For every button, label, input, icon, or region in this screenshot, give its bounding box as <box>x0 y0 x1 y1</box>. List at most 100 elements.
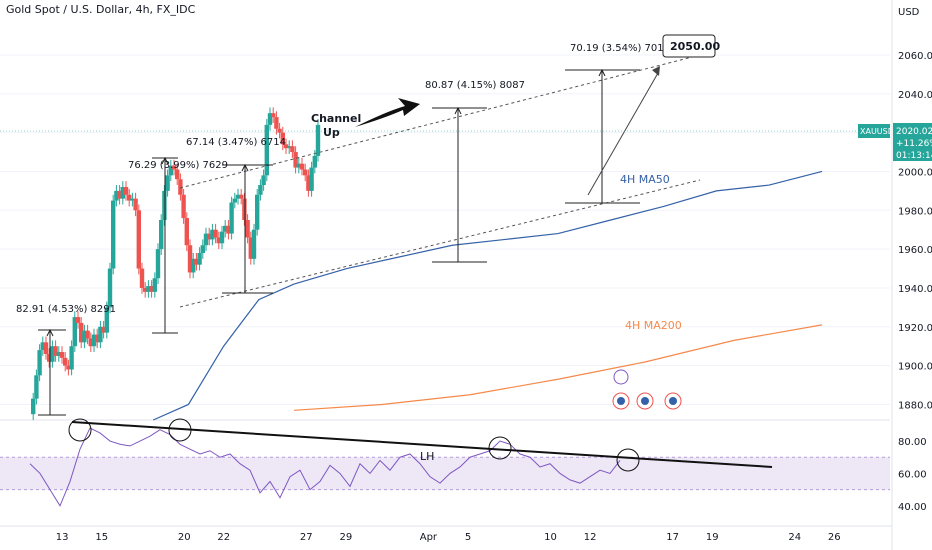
candle-body <box>255 194 260 230</box>
candle-body <box>130 198 135 201</box>
candle-body <box>139 268 145 288</box>
candle-body <box>79 322 84 343</box>
candle-body <box>251 229 257 259</box>
candle-body <box>309 167 314 191</box>
x-tick-label: 10 <box>544 532 557 543</box>
pivot-circle <box>488 436 512 460</box>
measure-arrow <box>46 328 54 337</box>
candle-body <box>43 342 49 354</box>
candle-body <box>143 287 148 292</box>
candle-body <box>178 179 183 195</box>
candle-body <box>315 124 321 156</box>
x-tick-label: 5 <box>465 532 471 543</box>
rsi-panel <box>0 419 890 507</box>
x-tick-label: 22 <box>217 532 230 543</box>
candle-body <box>101 326 106 333</box>
candle-body <box>184 218 189 246</box>
candle-body <box>277 128 282 133</box>
symbol-tag <box>858 124 890 138</box>
measure-label: 67.14 (3.47%) 6714 <box>186 137 286 148</box>
y-tick-label: 2000.00 <box>898 167 932 178</box>
candle-body <box>40 342 45 351</box>
pivot-circle <box>68 418 92 442</box>
price-tag-change: +11.26% <box>896 139 932 149</box>
candle-body <box>50 346 55 362</box>
target-box <box>662 34 716 58</box>
candle-body <box>47 353 52 362</box>
candle-body <box>149 286 154 292</box>
pivot-circle <box>616 448 640 472</box>
channel-arrow <box>355 98 420 127</box>
chart-title: Gold Spot / U.S. Dollar, 4h, FX_IDC <box>6 3 196 16</box>
candle-body <box>200 245 205 254</box>
flag-icon <box>669 397 677 405</box>
axis-unit-label: USD <box>898 7 920 18</box>
candle-body <box>155 249 161 279</box>
y-tick-label: 1920.00 <box>898 323 932 334</box>
x-tick-label: 27 <box>300 532 313 543</box>
candle-body <box>219 231 225 244</box>
y-tick-label: 1880.00 <box>898 400 932 411</box>
candle-body <box>114 190 119 201</box>
measure-arrow <box>598 68 606 77</box>
candle-body <box>95 334 100 343</box>
measure-arrow <box>454 106 462 115</box>
candle-body <box>88 338 93 347</box>
candle-body <box>191 258 196 273</box>
rsi-tick-label: 40.00 <box>898 502 927 513</box>
candle-body <box>239 194 244 199</box>
ma200-line <box>293 324 823 411</box>
target-label: 2050.00 <box>670 40 720 53</box>
drawings: 82.91 (4.53%) 8291 76.29 (3.99%) 7629 67.1… <box>0 34 894 472</box>
x-tick-label: 26 <box>828 532 841 543</box>
candles <box>31 107 321 420</box>
candle-body <box>162 190 167 220</box>
candle-body <box>299 163 305 170</box>
candle-body <box>296 163 301 168</box>
pivot-circle <box>168 418 192 442</box>
candle-body <box>165 175 170 191</box>
time-axis[interactable]: 13 15 20 22 27 29 Apr 5 10 12 17 19 24 26 <box>0 525 892 543</box>
rsi-trendline <box>71 421 773 468</box>
candle-body <box>123 186 129 195</box>
x-tick-label: 12 <box>584 532 597 543</box>
channel-label: Channel <box>311 112 361 125</box>
candle-body <box>34 375 39 399</box>
price-axis[interactable]: USD 1880.00 1900.00 1920.00 1940.00 1960.00 19… <box>891 0 932 550</box>
candle-body <box>207 233 212 240</box>
measure-arrow <box>161 156 169 165</box>
x-tick-label: 17 <box>666 532 679 543</box>
rsi-tick-label: 60.00 <box>898 469 927 480</box>
candle-body <box>229 202 234 234</box>
candle-body <box>66 365 71 370</box>
x-tick-label: 29 <box>340 532 353 543</box>
candle-body <box>197 253 202 265</box>
y-tick-label: 1900.00 <box>898 362 932 373</box>
price-tag <box>893 123 932 161</box>
candle-body <box>133 198 138 211</box>
candle-body <box>181 194 186 219</box>
measure-arrow <box>241 163 249 172</box>
candle-body <box>261 175 266 186</box>
candle-body <box>175 169 180 180</box>
rsi-band <box>0 457 890 490</box>
candle-body <box>117 190 122 199</box>
x-tick-label: 15 <box>95 532 108 543</box>
measure-label: 80.87 (4.15%) 8087 <box>425 80 525 91</box>
candle-body <box>104 307 109 333</box>
candle-body <box>56 352 61 356</box>
x-tick-label: 19 <box>706 532 719 543</box>
ma50-label: 4H MA50 <box>620 173 670 186</box>
candle-body <box>63 357 68 366</box>
candle-body <box>303 169 308 176</box>
event-icon <box>613 369 629 385</box>
candle-body <box>53 346 58 356</box>
candle-body <box>85 330 90 339</box>
symbol-tag-label: XAUUSD <box>860 127 894 136</box>
candle-body <box>280 132 285 145</box>
candle-body <box>168 165 173 176</box>
candle-body <box>146 286 151 292</box>
candle-body <box>306 175 311 191</box>
candle-body <box>232 198 237 203</box>
